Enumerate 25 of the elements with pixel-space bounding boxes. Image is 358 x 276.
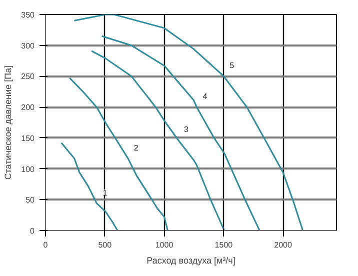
series-label: 3 [184,124,190,134]
series-label: 5 [230,61,235,70]
x-tick-label: 2000 [274,240,292,250]
x-tick-label: 500 [98,240,112,250]
y-tick-label: 50 [26,196,36,205]
y-tick-label: 350 [21,10,36,20]
y-tick-label: 300 [21,41,36,50]
line-series [68,77,168,230]
y-axis-title: Статическое давление [Па] [3,65,14,180]
series-label: 4 [202,92,208,102]
x-tick-label: 1000 [155,240,174,250]
y-tick-label: 150 [21,134,36,143]
x-axis-title: Расход воздуха [м³/ч] [146,256,236,266]
line-series [90,50,226,230]
series-label: 2 [134,143,139,152]
y-tick-label: 100 [21,164,36,174]
line-series [101,35,260,230]
y-tick-label: 0 [30,226,36,236]
y-tick-label: 200 [21,103,36,112]
line-series [73,14,304,230]
x-tick-label: 1500 [214,240,234,250]
x-tick-label: 0 [43,240,48,250]
y-tick-label: 250 [21,72,36,82]
line-series [60,142,118,230]
series-label: 1 [102,188,108,198]
